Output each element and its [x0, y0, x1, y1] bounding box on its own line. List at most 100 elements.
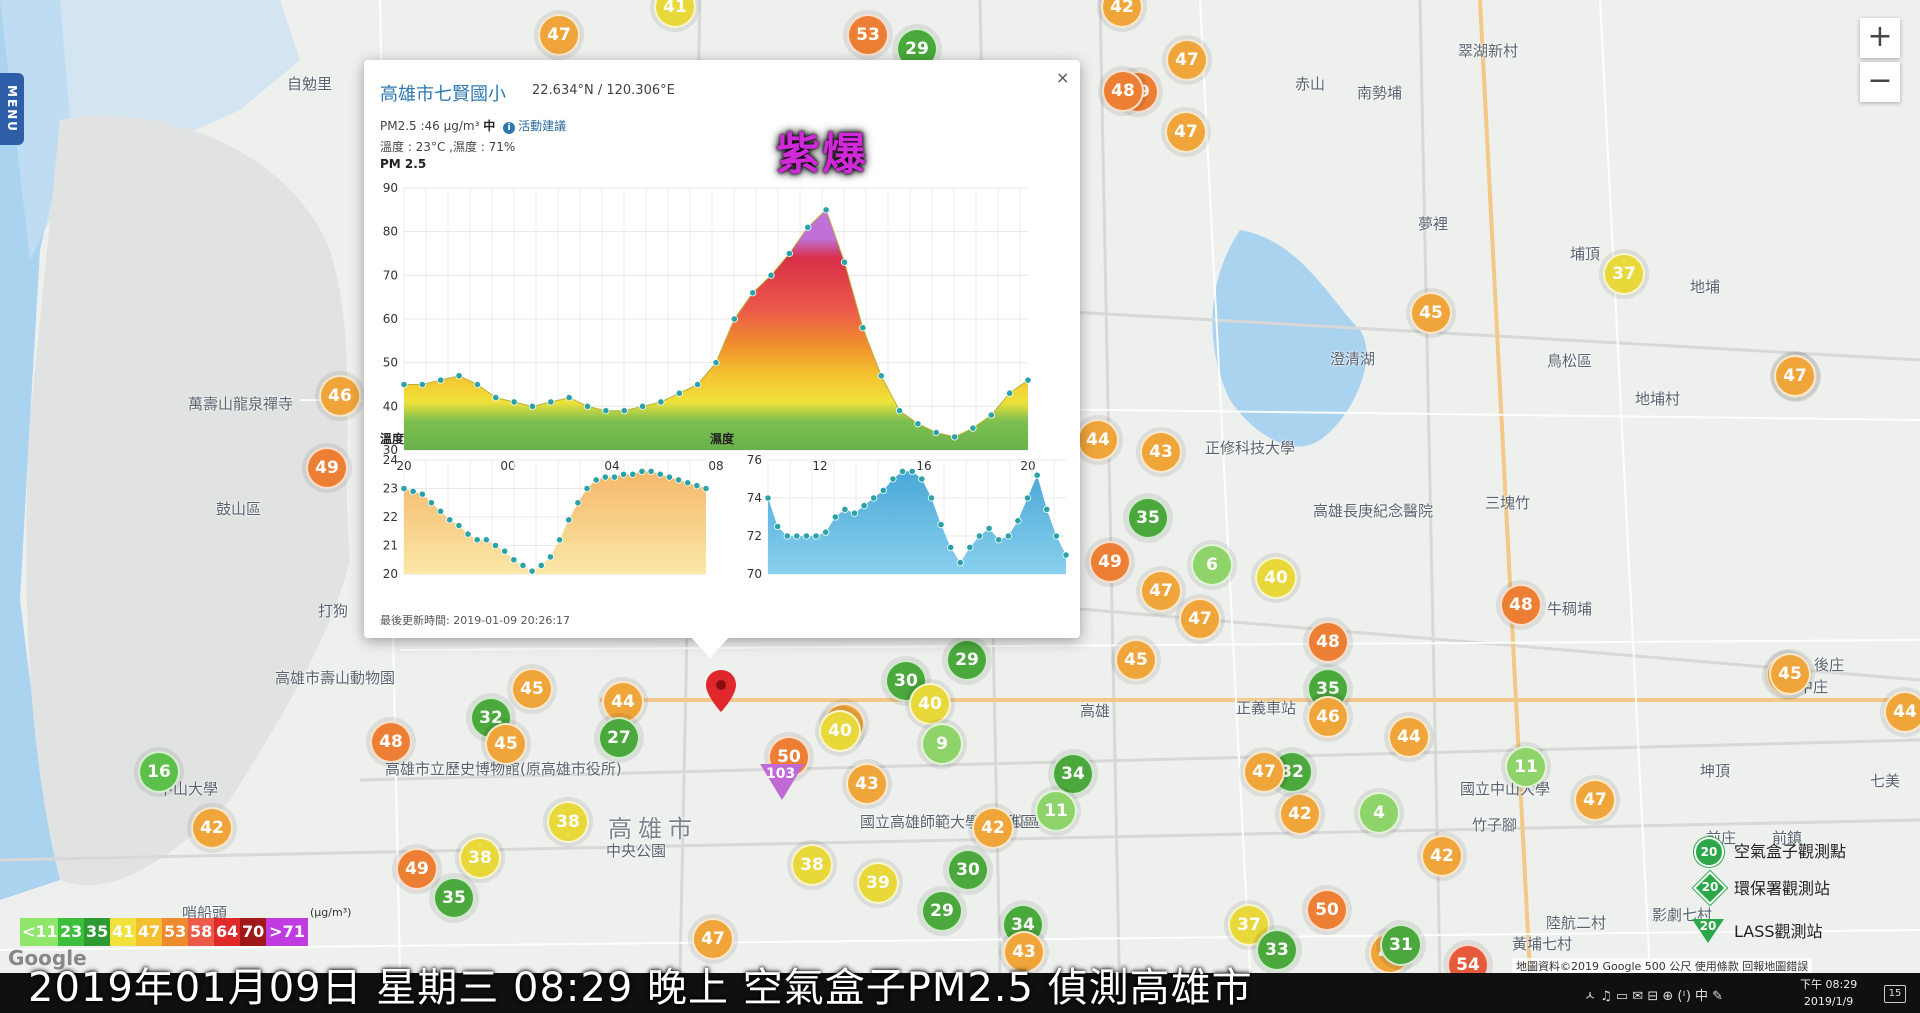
- station-marker[interactable]: 40: [1255, 557, 1297, 599]
- station-marker[interactable]: 31: [1380, 924, 1422, 966]
- station-marker[interactable]: 38: [459, 837, 501, 879]
- station-marker[interactable]: 48: [370, 721, 412, 763]
- station-marker[interactable]: 44: [602, 681, 644, 723]
- station-marker[interactable]: 53: [847, 14, 889, 56]
- station-marker[interactable]: 43: [1140, 431, 1182, 473]
- data-point: [427, 499, 436, 507]
- taskbar-clock[interactable]: 下午 08:29 2019/1/9: [1800, 976, 1857, 1010]
- system-tray-icons[interactable]: ㅅ ♫ ▭ ✉ ⊟ ⊕ (ᶦ) 中 ✎: [1584, 989, 1724, 1004]
- data-point: [730, 315, 738, 323]
- map-label: 鳥松區: [1547, 352, 1593, 370]
- station-marker[interactable]: 47: [1574, 779, 1616, 821]
- station-marker[interactable]: 45: [511, 668, 553, 710]
- station-marker[interactable]: 46: [1307, 696, 1349, 738]
- y-tick-label: 24: [383, 453, 398, 467]
- station-marker[interactable]: 47: [538, 14, 580, 56]
- station-marker[interactable]: 49: [396, 848, 438, 890]
- zoom-in-button[interactable]: +: [1860, 18, 1900, 58]
- station-marker[interactable]: 44: [1077, 419, 1119, 461]
- station-marker[interactable]: 33: [1256, 929, 1298, 971]
- activity-advice-link[interactable]: 活動建議: [518, 119, 567, 133]
- data-point: [975, 532, 984, 540]
- station-marker[interactable]: 11: [1505, 746, 1547, 788]
- station-marker[interactable]: 42: [972, 807, 1014, 849]
- station-marker[interactable]: 27: [598, 717, 640, 759]
- station-marker[interactable]: 49: [306, 447, 348, 489]
- station-marker[interactable]: 42: [1279, 793, 1321, 835]
- data-point: [831, 513, 839, 521]
- station-marker[interactable]: 48: [1307, 621, 1349, 663]
- station-marker[interactable]: 45: [1410, 292, 1452, 334]
- station-marker[interactable]: 43: [1003, 931, 1045, 973]
- data-point: [446, 516, 454, 524]
- station-marker[interactable]: 39: [857, 862, 899, 904]
- map-attribution[interactable]: 地圖資料©2019 Google 500 公尺 使用條款 回報地圖錯誤: [1512, 958, 1813, 974]
- data-point: [927, 494, 936, 502]
- station-marker[interactable]: 35: [1127, 497, 1169, 539]
- notification-count-icon[interactable]: 15: [1884, 985, 1906, 1003]
- map-label: 七美: [1870, 772, 1901, 790]
- station-marker[interactable]: 44: [1884, 691, 1920, 733]
- selected-location-pin-icon[interactable]: [706, 670, 736, 716]
- data-point: [908, 467, 916, 475]
- data-point: [1052, 532, 1060, 540]
- map-label: 正義車站: [1236, 699, 1297, 717]
- station-marker[interactable]: 42: [1421, 835, 1463, 877]
- station-marker[interactable]: 6: [1191, 544, 1233, 586]
- popup-station-title[interactable]: 高雄市七賢國小: [380, 84, 506, 105]
- station-marker[interactable]: 43: [846, 763, 888, 805]
- station-marker[interactable]: 29: [946, 639, 988, 681]
- station-marker[interactable]: 47: [1774, 355, 1816, 397]
- station-marker[interactable]: 9: [921, 723, 963, 765]
- x-tick-label: 16: [916, 459, 931, 472]
- station-marker[interactable]: 42: [1101, 0, 1143, 28]
- legend-swatch: 70: [240, 918, 266, 946]
- data-point: [877, 372, 885, 380]
- data-point: [749, 289, 757, 297]
- video-caption: 2019年01月09日 星期三 08:29 晚上 空氣盒子PM2.5 偵測高雄市: [28, 965, 1253, 1011]
- station-marker[interactable]: 48: [1500, 584, 1542, 626]
- station-marker[interactable]: 38: [547, 801, 589, 843]
- station-marker[interactable]: 47: [1243, 751, 1285, 793]
- data-point: [602, 407, 610, 415]
- data-point: [464, 530, 472, 538]
- station-marker[interactable]: 45: [485, 723, 527, 765]
- station-marker[interactable]: 40: [909, 683, 951, 725]
- data-point: [675, 389, 683, 397]
- station-marker[interactable]: 47: [1166, 39, 1208, 81]
- station-marker[interactable]: 40: [819, 710, 861, 752]
- station-marker[interactable]: 44: [1388, 716, 1430, 758]
- data-point: [592, 476, 600, 484]
- station-marker[interactable]: 30: [947, 849, 989, 891]
- data-point: [473, 536, 481, 544]
- station-marker[interactable]: 45: [1115, 639, 1157, 681]
- station-marker[interactable]: 16: [138, 751, 180, 793]
- station-marker[interactable]: 4: [1358, 792, 1400, 834]
- y-tick-label: 60: [383, 312, 398, 326]
- station-marker[interactable]: 29: [921, 890, 963, 932]
- data-point: [601, 473, 609, 481]
- station-marker[interactable]: 38: [791, 844, 833, 886]
- data-point: [937, 521, 945, 529]
- station-marker[interactable]: 47: [1179, 598, 1221, 640]
- zoom-out-button[interactable]: −: [1860, 62, 1900, 102]
- popup-close-icon[interactable]: ×: [1056, 68, 1070, 87]
- station-marker[interactable]: 35: [433, 877, 475, 919]
- data-point: [501, 547, 509, 555]
- map-label: 夢裡: [1418, 215, 1449, 233]
- station-marker[interactable]: 37: [1603, 253, 1645, 295]
- station-marker[interactable]: 47: [1165, 111, 1207, 153]
- station-marker[interactable]: 42: [191, 807, 233, 849]
- station-marker[interactable]: 46: [319, 375, 361, 417]
- station-marker[interactable]: 47: [1140, 570, 1182, 612]
- map-label: 翠湖新村: [1458, 42, 1519, 60]
- station-marker[interactable]: 45: [1769, 653, 1811, 695]
- station-marker[interactable]: 34: [1052, 753, 1094, 795]
- station-marker[interactable]: 11: [1035, 790, 1077, 832]
- station-marker[interactable]: 47: [692, 918, 734, 960]
- station-marker[interactable]: 50: [1306, 889, 1348, 931]
- station-marker[interactable]: 49: [1089, 541, 1131, 583]
- taskbar-time: 下午 08:29: [1800, 978, 1858, 991]
- station-marker[interactable]: 48: [1102, 70, 1144, 112]
- menu-toggle-button[interactable]: MENU: [0, 73, 24, 145]
